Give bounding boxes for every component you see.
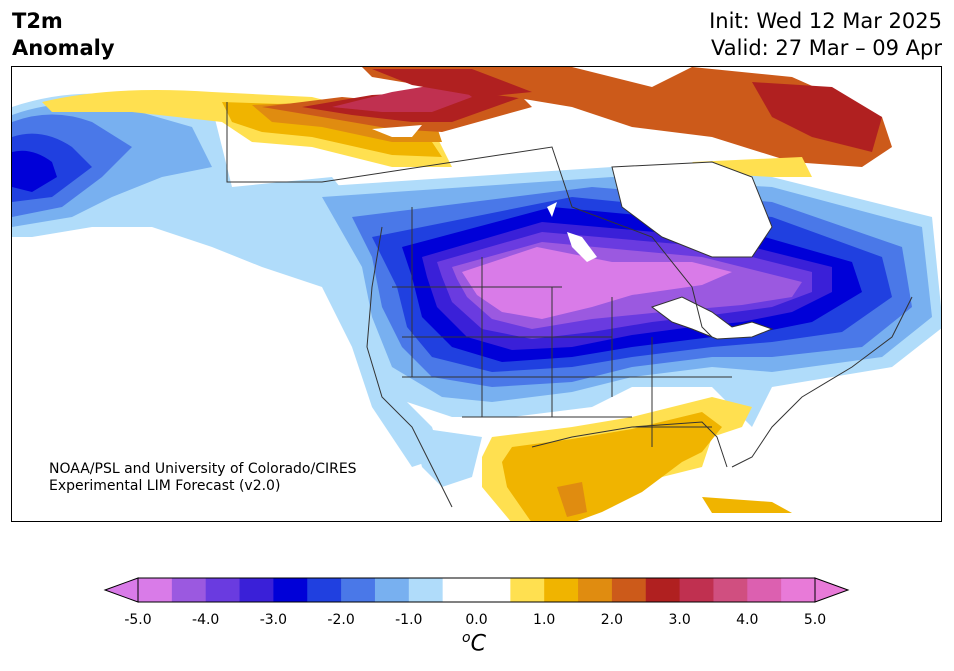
colorbar-tick-label: 5.0 bbox=[803, 612, 827, 628]
colorbar-tick-label: -3.0 bbox=[259, 612, 288, 628]
colorbar-unit: oC bbox=[462, 630, 486, 656]
hudson-bay bbox=[611, 161, 773, 258]
us-canada-border bbox=[226, 102, 713, 338]
alaska-core-region bbox=[12, 150, 57, 192]
lake-winnipeg bbox=[567, 232, 597, 262]
greenland-red bbox=[752, 82, 882, 152]
colorbar-max-arrow bbox=[814, 577, 850, 603]
colorbar-segment bbox=[341, 578, 376, 602]
cuba-gold bbox=[702, 497, 792, 513]
arctic-rose-band bbox=[332, 82, 472, 112]
colorbar-segment bbox=[781, 578, 816, 602]
colorbar-tick-label: 2.0 bbox=[600, 612, 624, 628]
valid-range: Valid: 27 Mar – 09 Apr bbox=[711, 36, 942, 60]
title-line-1: T2m bbox=[12, 9, 63, 33]
coastline-west bbox=[366, 226, 453, 508]
small-lake bbox=[547, 202, 557, 217]
colorbar-segment bbox=[713, 578, 748, 602]
credit-line-2: Experimental LIM Forecast (v2.0) bbox=[49, 478, 281, 494]
colorbar-outline bbox=[137, 577, 816, 603]
title-line-2: Anomaly bbox=[12, 36, 115, 60]
map-canvas bbox=[12, 67, 941, 521]
great-lakes bbox=[650, 296, 774, 340]
credit-text: NOAA/PSL and University of Colorado/CIRE… bbox=[49, 461, 357, 495]
south-orange bbox=[557, 482, 587, 517]
credit-line-1: NOAA/PSL and University of Colorado/CIRE… bbox=[49, 461, 357, 477]
colorbar-segment bbox=[205, 578, 241, 602]
colorbar-segment bbox=[138, 578, 173, 602]
colorbar-tick-labels: -5.0 -4.0 -3.0 -2.0 -1.0 0.0 1.0 2.0 3.0 4.0 5.0 bbox=[0, 612, 954, 632]
mexico-pale bbox=[412, 427, 482, 487]
state-lines bbox=[392, 207, 732, 447]
coastline-east bbox=[731, 296, 913, 468]
colorbar-segment bbox=[374, 578, 410, 602]
colorbar-segments bbox=[138, 578, 816, 602]
map-title: T2m Anomaly bbox=[12, 8, 115, 62]
init-date: Init: Wed 12 Mar 2025 bbox=[709, 9, 942, 33]
colorbar-tick-label: -2.0 bbox=[327, 612, 355, 628]
colorbar-tick-label: 1.0 bbox=[533, 612, 556, 628]
colorbar-segment bbox=[442, 578, 477, 602]
colorbar-tick-label: -4.0 bbox=[192, 612, 220, 628]
colorbar-segment bbox=[239, 578, 274, 602]
colorbar-segment bbox=[171, 578, 207, 602]
colorbar-segment bbox=[578, 578, 613, 602]
forecast-dates: Init: Wed 12 Mar 2025 Valid: 27 Mar – 09… bbox=[709, 8, 942, 62]
colorbar-segment bbox=[747, 578, 782, 602]
colorbar-segment bbox=[510, 578, 545, 602]
colorbar-segment bbox=[307, 578, 342, 602]
unit-degree: o bbox=[462, 630, 471, 646]
colorbar-segment bbox=[273, 578, 308, 602]
colorbar-tick-label: 3.0 bbox=[668, 612, 691, 628]
south-gold bbox=[502, 412, 722, 521]
colorbar-segment bbox=[408, 578, 444, 602]
gulf-coast bbox=[531, 421, 728, 468]
arctic-islands-red bbox=[372, 69, 532, 97]
unit-letter: C bbox=[470, 631, 486, 657]
colorbar-segment bbox=[679, 578, 714, 602]
arctic-ice bbox=[372, 125, 422, 137]
colorbar-segment bbox=[611, 578, 647, 602]
colorbar-tick-label: 4.0 bbox=[736, 612, 759, 628]
colorbar-min-arrow bbox=[103, 577, 139, 603]
cold-core bbox=[462, 247, 732, 319]
colorbar-tick-label: -1.0 bbox=[395, 612, 423, 628]
colorbar bbox=[103, 577, 850, 603]
anomaly-map bbox=[11, 66, 942, 522]
colorbar-segment bbox=[645, 578, 681, 602]
colorbar-tick-label: 0.0 bbox=[465, 612, 488, 628]
colorbar-tick-label: -5.0 bbox=[124, 612, 152, 628]
colorbar-segment bbox=[476, 578, 511, 602]
colorbar-segment bbox=[544, 578, 579, 602]
